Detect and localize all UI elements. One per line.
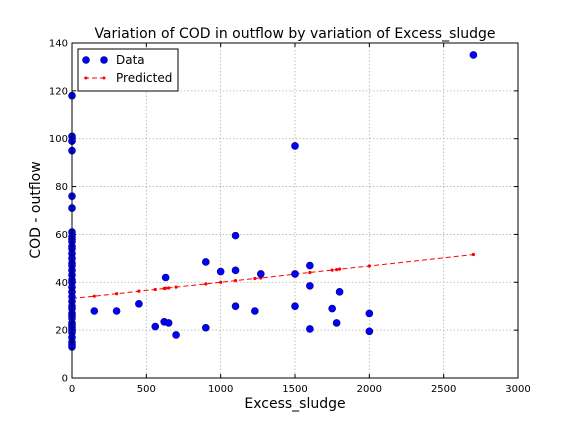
predicted-point (330, 268, 334, 272)
data-point (231, 302, 240, 311)
predicted-point (92, 294, 96, 298)
data-point (90, 307, 99, 315)
y-tick-label: 100 (49, 134, 68, 145)
legend: Data Predicted (77, 48, 179, 92)
legend-label-predicted: Predicted (116, 71, 172, 85)
data-point (335, 288, 344, 296)
data-point (172, 331, 180, 339)
y-tick-label: 40 (55, 278, 68, 289)
data-point (135, 300, 143, 308)
data-point (112, 307, 121, 315)
x-axis-label: Excess_sludge (244, 396, 345, 412)
y-tick-label: 140 (49, 39, 68, 50)
data-point (365, 327, 374, 336)
data-point (251, 307, 259, 315)
legend-predicted-marker (102, 76, 106, 80)
data-point (202, 323, 210, 332)
legend-predicted-marker (84, 76, 88, 80)
data-point (306, 282, 314, 290)
predicted-point (164, 286, 168, 290)
predicted-point (367, 264, 371, 268)
predicted-point (174, 285, 178, 289)
predicted-point (335, 268, 339, 272)
x-tick-label: 1000 (208, 384, 233, 395)
legend-label-data: Data (116, 53, 145, 67)
y-tick-label: 20 (55, 326, 68, 337)
data-point (306, 261, 314, 270)
data-point (161, 273, 170, 282)
y-tick-label: 60 (55, 230, 68, 241)
predicted-point (115, 292, 119, 296)
legend-item-predicted: Predicted (84, 71, 172, 85)
data-point (291, 270, 299, 278)
predicted-point (219, 280, 223, 284)
predicted-point (471, 252, 475, 257)
x-tick-label: 500 (137, 384, 156, 395)
data-point (291, 302, 299, 311)
plot-frame (71, 42, 519, 379)
x-tick-label: 2000 (357, 384, 382, 395)
x-tick-label: 3000 (505, 384, 530, 395)
y-axis-label: COD - outflow (28, 161, 44, 258)
predicted-point (167, 286, 171, 290)
x-tick-label: 2500 (431, 384, 456, 395)
y-tick-label: 120 (49, 86, 68, 97)
data-point (291, 142, 299, 150)
data-point (231, 266, 240, 275)
data-point (202, 258, 210, 266)
y-tick-label: 0 (62, 374, 68, 385)
predicted-point (137, 289, 141, 293)
legend-data-marker (100, 56, 108, 64)
x-tick-label: 0 (69, 384, 75, 395)
data-point (365, 309, 374, 318)
predicted-point (204, 282, 208, 286)
data-point (469, 51, 478, 59)
predicted-point (233, 279, 238, 283)
predicted-point (338, 267, 342, 271)
data-point (332, 319, 341, 327)
data-point (164, 319, 173, 327)
data-point (151, 322, 160, 331)
x-tick-label: 1500 (282, 384, 307, 395)
data-point (306, 325, 314, 333)
x-axis-ticks: 0 500 1000 1500 2000 2500 3000 (69, 43, 531, 395)
legend-item-data: Data (82, 53, 145, 67)
data-point (257, 270, 265, 278)
data-point (231, 231, 240, 240)
chart-title: Variation of COD in outflow by variation… (94, 26, 495, 42)
predicted-point (153, 287, 157, 292)
data-point (328, 304, 336, 313)
predicted-point (308, 270, 312, 275)
y-tick-label: 80 (55, 182, 68, 193)
predicted-point (253, 276, 257, 281)
legend-data-marker (82, 56, 90, 64)
data-point (216, 267, 225, 276)
legend-box (77, 48, 179, 92)
